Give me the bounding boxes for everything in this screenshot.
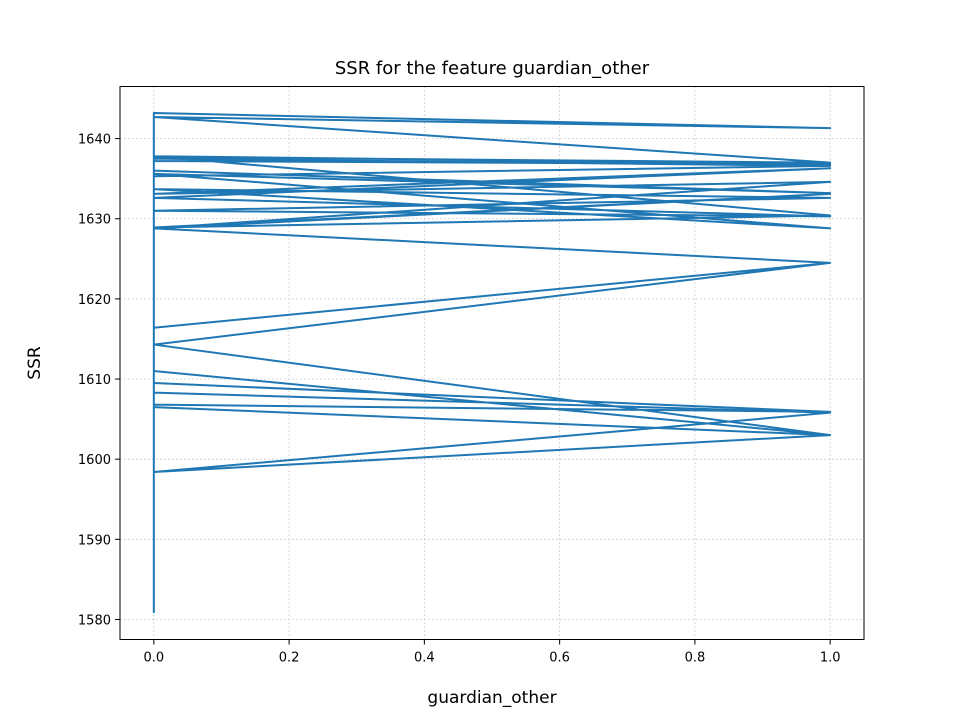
- y-axis-ticks: 1580 1590 1600 1610 1620 1630 1640: [78, 133, 120, 628]
- x-tick-label: 0.6: [549, 651, 570, 666]
- y-tick-label: 1600: [78, 453, 111, 468]
- chart-title: SSR for the feature guardian_other: [335, 58, 650, 79]
- x-tick-label: 0.2: [279, 651, 300, 666]
- y-tick-label: 1590: [78, 533, 111, 548]
- x-axis-label: guardian_other: [427, 688, 556, 708]
- x-tick-label: 0.0: [143, 651, 164, 666]
- x-tick-label: 0.4: [414, 651, 435, 666]
- series-layer: [152, 111, 832, 614]
- x-axis-ticks: 0.0 0.2 0.4 0.6 0.8 1.0: [143, 639, 841, 666]
- y-tick-label: 1630: [78, 213, 111, 228]
- series-line: [152, 111, 832, 614]
- y-axis-label: SSR: [25, 346, 45, 380]
- y-tick-label: 1610: [78, 373, 111, 388]
- y-tick-label: 1620: [78, 293, 111, 308]
- x-tick-label: 1.0: [820, 651, 841, 666]
- x-tick-label: 0.8: [685, 651, 706, 666]
- plot-frame: [119, 86, 865, 640]
- y-tick-label: 1640: [78, 133, 111, 148]
- y-tick-label: 1580: [78, 613, 111, 628]
